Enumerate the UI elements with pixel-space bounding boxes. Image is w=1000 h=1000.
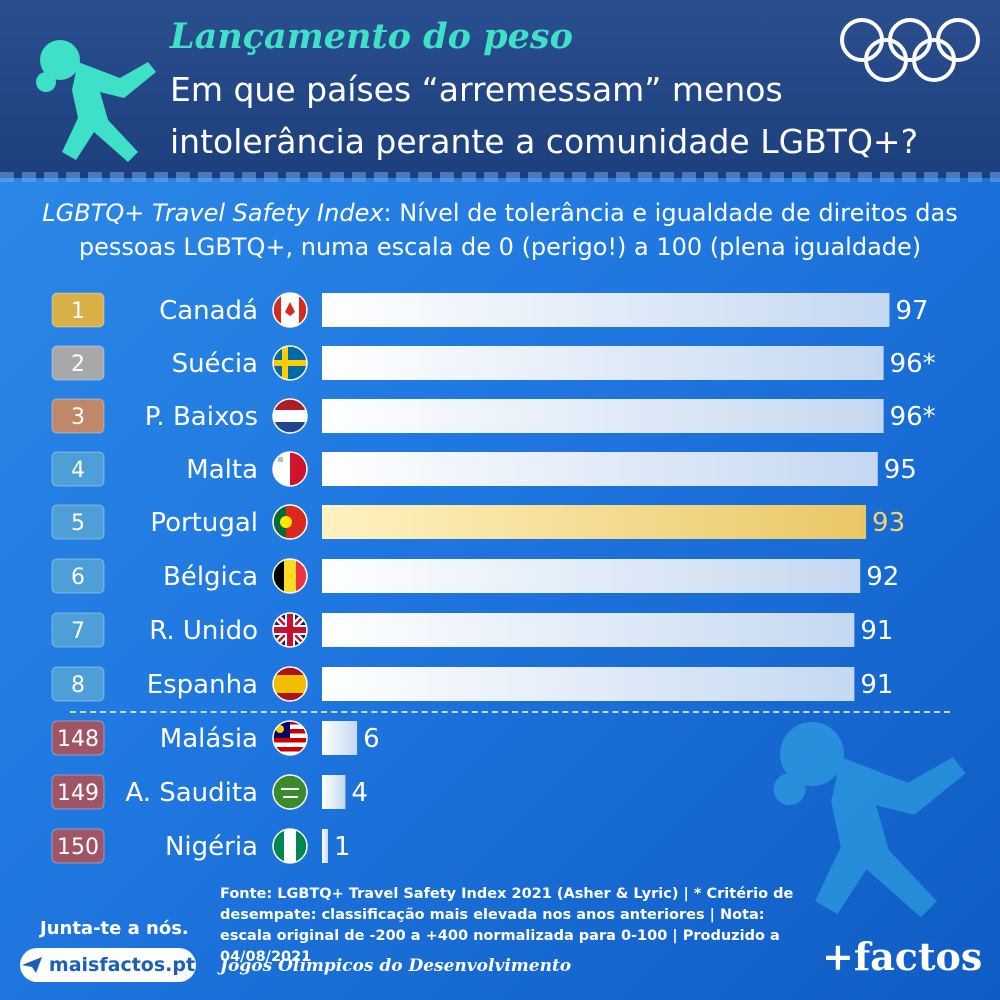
bar [322,721,358,755]
flag-icon [272,666,308,702]
rank-label: 4 [71,458,85,483]
background-athlete-icon [773,722,966,918]
category-label: Canadá [159,296,258,326]
rank-badge: 3 [51,398,105,434]
rank-badge: 1 [51,292,105,328]
value-label: 96* [890,402,936,432]
bar [322,346,884,380]
bar [322,829,328,863]
separator-line [70,711,950,713]
category-label: Malta [186,455,258,485]
bar [322,559,861,593]
rank-badge: 2 [51,345,105,381]
rank-badge: 7 [51,612,105,648]
flag-icon [272,398,308,434]
rank-label: 2 [71,352,85,377]
chart-row: 8 Espanha 91 [51,666,893,702]
value-label: 93 [872,508,905,538]
bar [322,613,855,647]
category-label: Portugal [150,508,258,538]
chart-row: 2 Suécia 96* [51,345,936,381]
bar [322,667,855,701]
flag-icon [272,451,308,487]
rank-badge: 150 [51,828,105,864]
rank-badge: 4 [51,451,105,487]
chart-row: 7 R. Unido 91 [51,612,893,648]
rank-label: 150 [57,835,99,860]
flag-icon [272,345,308,381]
value-label: 91 [860,616,893,646]
flag-icon [272,612,308,648]
category-label: Nigéria [165,832,258,862]
kicker-title: Lançamento do peso [170,16,573,57]
chart-row: 6 Bélgica 92 [51,558,899,594]
value-label: 97 [895,296,928,326]
chart-row: 5 Portugal 93 [51,504,905,540]
send-arrow-icon [21,957,42,973]
value-label: 92 [866,562,899,592]
flag-icon [272,504,308,540]
brand-logo: +factos [822,934,983,979]
rank-label: 6 [71,565,85,590]
index-name: LGBTQ+ Travel Safety Index [42,199,384,227]
chart-row: 1 Canadá 97 [51,292,929,328]
category-label: Malásia [160,724,258,754]
chart-row: 4 Malta 95 [51,451,917,487]
category-label: Espanha [147,670,258,700]
chart-row: 3 P. Baixos 96* [51,398,936,434]
rank-label: 1 [71,299,85,324]
rank-badge: 6 [51,558,105,594]
bar [322,452,878,486]
bar [322,293,890,327]
source-note: Fonte: LGBTQ+ Travel Safety Index 2021 (… [220,886,794,965]
headline: Em que países “arremessam” menos intoler… [170,70,919,161]
flag-icon [272,292,308,328]
rank-label: 148 [57,727,99,752]
olympic-rings-icon [840,18,980,82]
subtitle: LGBTQ+ Travel Safety Index: Nível de tol… [0,196,1000,264]
value-label: 95 [884,455,917,485]
rank-badge: 5 [51,504,105,540]
site-link-label: maisfactos.pt [48,954,196,976]
header-stripe [0,172,1000,182]
series-name: Jogos Olímpicos do Desenvolvimento [220,956,572,976]
value-label: 6 [363,724,380,754]
rank-badge: 148 [51,720,105,756]
flag-icon [272,720,308,756]
bar [322,399,884,433]
subtitle-text: : Nível de tolerância e igualdade de dir… [78,199,958,261]
category-label: R. Unido [149,616,258,646]
flag-icon [272,828,308,864]
bar [322,775,346,809]
rank-label: 3 [71,405,85,430]
join-text: Junta-te a nós. [40,918,189,939]
category-label: Suécia [172,349,258,379]
rank-badge: 8 [51,666,105,702]
category-label: Bélgica [163,562,258,592]
category-label: P. Baixos [145,402,258,432]
category-label: A. Saudita [125,778,258,808]
value-label: 4 [351,778,368,808]
rank-label: 7 [71,619,85,644]
site-link[interactable]: maisfactos.pt [20,948,196,982]
rank-label: 5 [71,511,85,536]
value-label: 96* [890,349,936,379]
value-label: 1 [334,832,351,862]
chart-row: 149 A. Saudita 4 [51,774,368,810]
flag-icon [272,558,308,594]
chart-row: 148 Malásia 6 [51,720,380,756]
bar [322,505,867,539]
header-band [0,0,1000,178]
value-label: 91 [860,670,893,700]
chart-row: 150 Nigéria 1 [51,828,351,864]
rank-badge: 149 [51,774,105,810]
rank-label: 149 [57,781,99,806]
flag-icon [272,774,308,810]
shot-put-athlete-icon [36,40,156,162]
rank-label: 8 [71,673,85,698]
